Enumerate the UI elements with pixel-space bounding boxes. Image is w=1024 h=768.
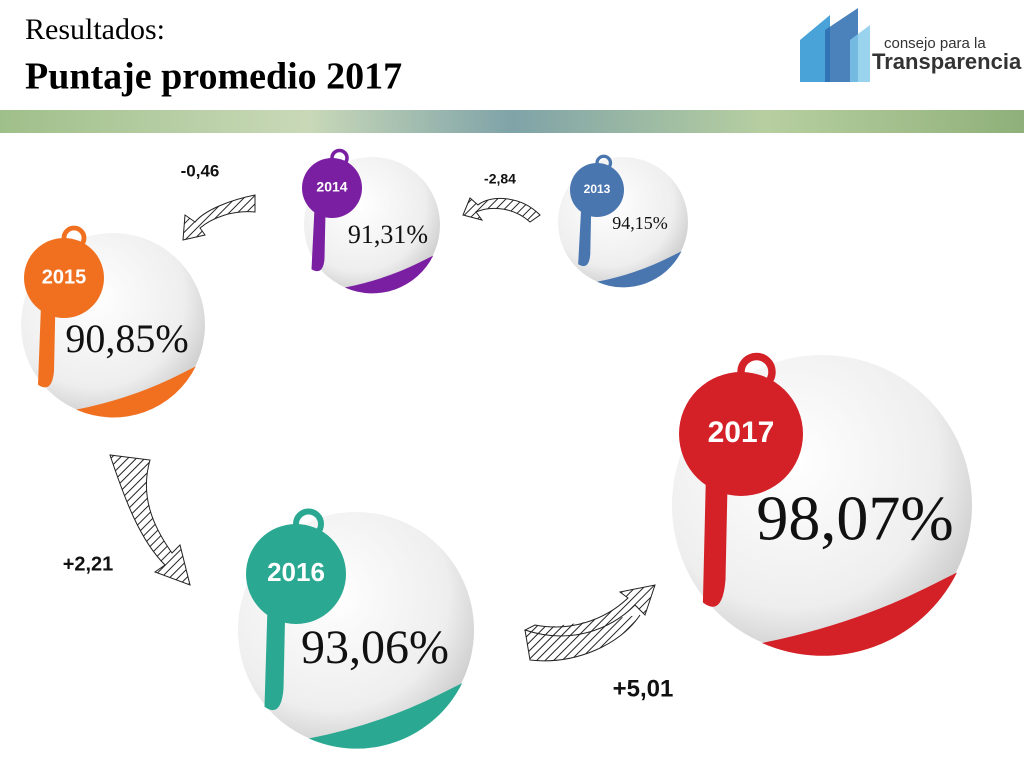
year-tag xyxy=(302,158,362,218)
change-label: +5,01 xyxy=(613,675,674,702)
year-label: 2016 xyxy=(267,557,325,587)
score-value: 91,31% xyxy=(348,220,428,249)
year-label: 2017 xyxy=(708,416,775,449)
change-label: +2,21 xyxy=(63,553,114,575)
banner-strip xyxy=(0,110,1024,133)
year-tag xyxy=(24,238,104,318)
ball-rim xyxy=(597,251,682,288)
logo-line1: consejo para la xyxy=(884,35,986,52)
year-tag xyxy=(679,372,803,496)
year-tag xyxy=(246,524,346,624)
score-value: 98,07% xyxy=(756,483,953,554)
ball-rim xyxy=(76,366,196,418)
score-node: 2017 98,07% xyxy=(672,352,972,656)
ball-rim xyxy=(308,683,463,749)
nodes: 2013 94,15% 2014 91,31% 2015 90,85% 2016 93,06%… xyxy=(21,148,972,749)
score-node: 2014 91,31% xyxy=(302,148,440,294)
year-tag xyxy=(570,163,624,217)
ball-rim xyxy=(344,255,434,294)
title: Puntaje promedio 2017 xyxy=(25,56,402,98)
score-value: 93,06% xyxy=(301,621,449,674)
year-label: 2014 xyxy=(316,179,347,195)
score-value: 94,15% xyxy=(612,213,668,233)
arrows xyxy=(109,194,656,662)
year-label: 2013 xyxy=(584,182,611,196)
ball-rim xyxy=(762,572,957,656)
score-node: 2013 94,15% xyxy=(558,154,688,288)
score-value: 90,85% xyxy=(65,316,188,361)
year-label: 2015 xyxy=(42,266,87,288)
change-label: -2,84 xyxy=(484,171,516,187)
logo: consejo para la Transparencia xyxy=(800,8,1022,82)
score-node: 2015 90,85% xyxy=(21,225,205,418)
logo-line2: Transparencia xyxy=(872,49,1022,74)
score-node: 2016 93,06% xyxy=(238,508,474,749)
change-label: -0,46 xyxy=(181,161,220,180)
kicker: Resultados: xyxy=(25,13,165,46)
